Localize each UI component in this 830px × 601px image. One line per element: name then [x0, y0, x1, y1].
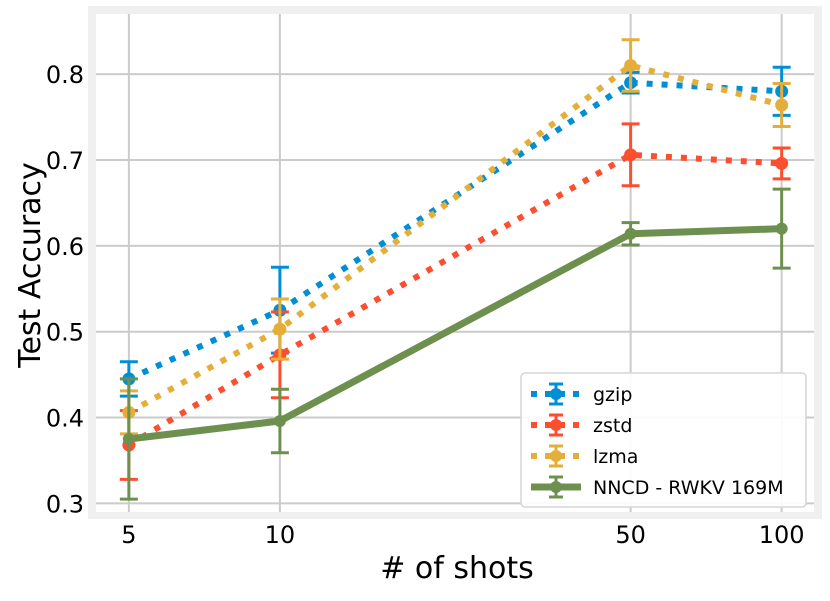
y-tick-label: 0.7	[46, 147, 84, 175]
series-line	[127, 62, 783, 416]
legend-entry: NNCD - RWKV 169M	[531, 475, 784, 499]
series-nncd-rwkv-169m	[119, 187, 791, 501]
legend: gzip zstd lzma NNCD - RWKV 169M	[520, 372, 807, 508]
data-point	[624, 59, 638, 73]
legend-swatch-marker	[550, 419, 562, 431]
y-axis-label: Test Accuracy	[13, 162, 48, 369]
data-point	[624, 148, 638, 162]
data-point	[624, 227, 637, 240]
series-line	[128, 225, 782, 443]
tick-labels: 0.3 0.4 0.5 0.6 0.7 0.8 5 10 50 100	[46, 61, 805, 549]
y-tick-label: 0.3	[46, 490, 84, 518]
data-point	[775, 98, 789, 112]
legend-swatch-marker	[550, 481, 562, 493]
y-tick-label: 0.5	[46, 319, 84, 347]
series-lzma	[119, 38, 791, 436]
y-tick-label: 0.6	[46, 233, 84, 261]
x-axis-label: # of shots	[380, 551, 534, 586]
legend-label: zstd	[593, 415, 632, 437]
legend-entry: zstd	[531, 413, 632, 437]
series-layer	[119, 38, 791, 501]
data-point	[775, 156, 789, 170]
legend-entry: gzip	[531, 382, 632, 406]
x-tick-label: 10	[265, 521, 296, 549]
data-point	[273, 322, 287, 336]
y-tick-label: 0.8	[46, 61, 84, 89]
x-tick-label: 5	[121, 521, 136, 549]
legend-label: lzma	[593, 446, 638, 468]
x-tick-label: 50	[615, 521, 646, 549]
data-point	[775, 222, 788, 235]
data-point	[273, 414, 286, 427]
x-tick-label: 100	[759, 521, 805, 549]
series-line	[127, 151, 782, 448]
legend-label: gzip	[593, 384, 632, 406]
legend-swatch-marker	[550, 388, 562, 400]
legend-label: NNCD - RWKV 169M	[593, 477, 784, 499]
data-point	[122, 433, 135, 446]
legend-entry: lzma	[531, 444, 638, 468]
legend-swatch-marker	[550, 450, 562, 462]
y-tick-label: 0.4	[46, 405, 84, 433]
legend-box	[520, 372, 807, 508]
